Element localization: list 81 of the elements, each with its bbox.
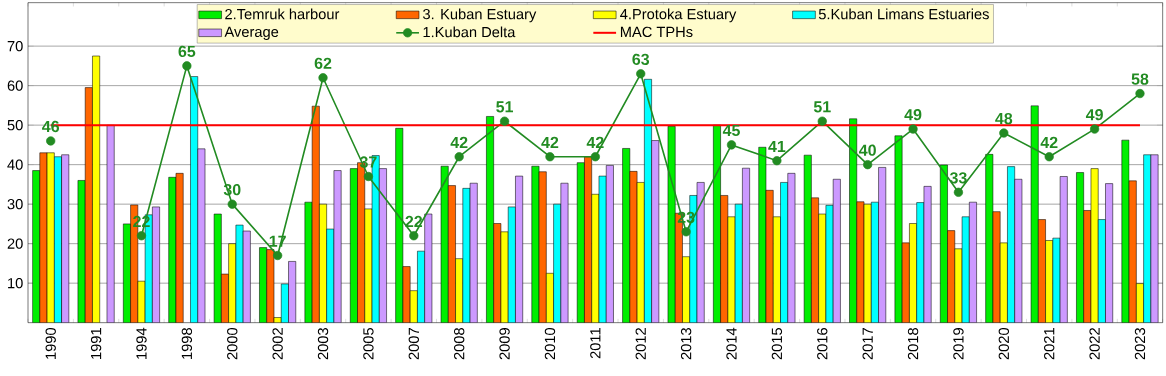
data-label: 22	[405, 215, 423, 227]
x-tick-label: 2007	[408, 328, 419, 360]
data-label: 51	[496, 101, 514, 113]
x-tick-label: 1994	[136, 327, 147, 359]
point	[46, 136, 56, 146]
data-label: 41	[768, 140, 786, 152]
x-tick-label: 2021	[1044, 328, 1055, 360]
x-tick-label: 2005	[363, 328, 374, 360]
point	[273, 250, 283, 261]
point	[182, 61, 192, 71]
data-label: 51	[813, 101, 831, 113]
point	[409, 231, 419, 241]
data-label: 45	[722, 124, 740, 137]
x-tick-label: 2002	[272, 328, 283, 360]
x-tick-label: 2003	[317, 328, 329, 360]
x-tick-label: 1990	[45, 327, 56, 359]
x-tick-label: 2011	[590, 328, 601, 359]
data-label: 58	[1131, 73, 1149, 85]
data-label: 65	[178, 45, 196, 58]
x-tick-label: 2000	[227, 327, 238, 360]
data-label: 42	[1040, 136, 1058, 148]
x-tick-label: 1991	[90, 328, 102, 359]
point	[1089, 124, 1100, 134]
data-label: 63	[632, 53, 650, 66]
point	[681, 227, 691, 237]
x-tick-label: 2018	[907, 328, 919, 360]
legend-label: 2.Temruk harbour	[225, 8, 340, 20]
y-tick-label: 30	[7, 198, 23, 210]
legend-label: 3. Kuban Estuary	[423, 8, 537, 23]
point	[908, 124, 918, 134]
x-tick-label: 2016	[817, 328, 828, 360]
legend-label: 5.Kuban Limans Estuaries	[818, 8, 989, 20]
point	[1044, 152, 1054, 162]
x-tick-label: 2015	[771, 328, 783, 360]
data-label: 40	[859, 144, 876, 156]
x-tick-label: 2013	[680, 328, 692, 360]
data-label: 42	[450, 136, 468, 148]
x-tick-label: 2010	[544, 327, 556, 360]
point	[1135, 88, 1145, 99]
y-tick-label: 70	[7, 40, 23, 52]
x-tick-label: 2012	[635, 328, 646, 360]
point	[772, 156, 782, 166]
point	[499, 116, 510, 126]
data-label: 46	[42, 120, 60, 133]
legend-label: 1.Kuban Delta	[423, 26, 516, 38]
point	[136, 231, 147, 241]
point	[454, 152, 464, 162]
point	[318, 73, 328, 83]
point	[726, 140, 737, 150]
data-label: 42	[541, 136, 559, 148]
y-tick-label: 40	[7, 159, 23, 170]
x-tick-label: 1998	[181, 328, 193, 359]
x-tick-label: 2022	[1089, 328, 1100, 360]
point	[545, 152, 555, 162]
y-tick-label: 10	[8, 277, 23, 289]
x-tick-label: 2023	[1134, 328, 1146, 360]
x-tick-label: 2017	[862, 328, 873, 360]
y-tick-label: 60	[7, 80, 23, 91]
legend-label: MAC TPHs	[620, 26, 693, 38]
data-label: 33	[949, 172, 967, 184]
data-label: 49	[1085, 108, 1103, 121]
y-tick-label: 20	[7, 238, 23, 249]
x-tick-label: 2008	[454, 328, 465, 360]
point	[363, 171, 374, 182]
legend-label: Average	[224, 26, 279, 40]
point	[817, 116, 827, 126]
y-tick-label: 50	[7, 119, 23, 131]
point	[590, 152, 600, 162]
data-label: 62	[314, 57, 332, 69]
data-label: 49	[904, 108, 922, 121]
x-tick-label: 2009	[499, 328, 510, 360]
point	[863, 160, 873, 170]
x-tick-label: 2019	[953, 328, 964, 360]
point	[636, 69, 646, 79]
x-tick-label: 2014	[726, 327, 737, 360]
legend-label: 4.Protoka Estuary	[620, 8, 737, 23]
point	[999, 128, 1009, 138]
data-label: 48	[995, 112, 1013, 125]
point	[953, 187, 964, 197]
point	[227, 199, 237, 209]
x-tick-label: 2020	[998, 327, 1010, 360]
